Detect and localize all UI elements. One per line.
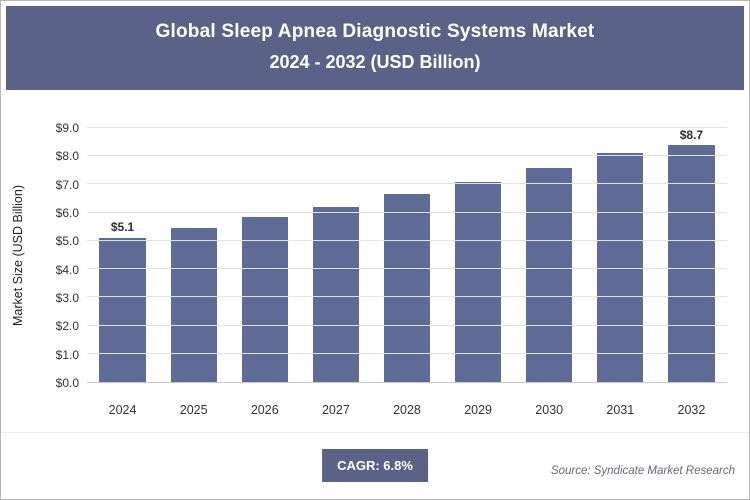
x-axis-ticks: 2024 2025 2026 2027 2028 2029 2030 2031 2032 bbox=[87, 403, 727, 417]
chart-title-line2: 2024 - 2032 (USD Billion) bbox=[269, 52, 481, 72]
bar-slot bbox=[229, 128, 300, 382]
y-tick-label: $3.0 bbox=[55, 291, 79, 305]
x-tick-label: 2026 bbox=[250, 403, 279, 417]
bar bbox=[312, 207, 359, 382]
x-tick-label: 2025 bbox=[179, 403, 208, 417]
bar-slot bbox=[514, 128, 585, 382]
bar-value-label: $5.1 bbox=[110, 220, 135, 235]
bar-slot bbox=[300, 128, 371, 382]
bar bbox=[668, 145, 715, 382]
y-tick-label: $4.0 bbox=[55, 262, 79, 277]
x-tick-label: 2032 bbox=[677, 403, 706, 417]
bar-slot: $5.1 bbox=[87, 128, 158, 382]
y-tick-label: $7.0 bbox=[55, 177, 79, 192]
y-tick-label: $1.0 bbox=[55, 347, 79, 362]
plot: $5.1 $8.7 bbox=[87, 127, 727, 383]
bar bbox=[241, 216, 288, 382]
bar bbox=[99, 238, 146, 382]
y-tick-label: $9.0 bbox=[55, 121, 79, 135]
bar-slot: $8.7 bbox=[656, 128, 727, 382]
cagr-badge: CAGR: 6.8% bbox=[322, 449, 428, 482]
gridline bbox=[87, 268, 727, 270]
gridline bbox=[87, 324, 727, 326]
gridline bbox=[87, 239, 727, 241]
x-tick-label: 2031 bbox=[606, 403, 635, 417]
x-tick-label: 2028 bbox=[393, 403, 421, 417]
bar-slot bbox=[371, 128, 442, 382]
chart-title-banner: Global Sleep Apnea Diagnostic Systems Ma… bbox=[6, 6, 744, 90]
x-tick-label: 2029 bbox=[464, 403, 492, 417]
bar bbox=[170, 228, 217, 382]
gridline bbox=[87, 352, 727, 354]
y-tick-label: $8.0 bbox=[55, 149, 79, 164]
bar-slot bbox=[158, 128, 229, 382]
bar bbox=[454, 181, 502, 382]
bar bbox=[597, 153, 644, 382]
gridline bbox=[87, 183, 727, 185]
bars: $5.1 $8.7 bbox=[87, 128, 727, 382]
y-tick-label: $5.0 bbox=[55, 234, 79, 249]
gridline bbox=[87, 155, 727, 157]
gridline bbox=[87, 127, 727, 128]
y-tick-label: $6.0 bbox=[55, 206, 79, 220]
y-tick-label: $2.0 bbox=[55, 319, 79, 334]
chart-title-line1: Global Sleep Apnea Diagnostic Systems Ma… bbox=[155, 21, 595, 42]
y-axis-ticks: $0.0 $1.0 $2.0 $3.0 $4.0 $5.0 $6.0 $7.0 $8.0 $9.0 bbox=[1, 121, 79, 390]
bar-value-label: $8.7 bbox=[679, 128, 704, 142]
gridline bbox=[87, 211, 727, 213]
chart-area: Market Size (USD Billion) $0.0 $1.0 $2.0 $3… bbox=[1, 96, 749, 431]
bar-slot bbox=[585, 128, 656, 382]
bar-slot bbox=[443, 128, 514, 382]
y-tick-label: $0.0 bbox=[55, 376, 79, 390]
footer-divider bbox=[1, 432, 749, 433]
gridline bbox=[87, 296, 727, 298]
x-tick-label: 2030 bbox=[535, 403, 564, 417]
source-note: Source: Syndicate Market Research bbox=[550, 465, 735, 477]
x-tick-label: 2027 bbox=[321, 403, 350, 417]
bar bbox=[383, 194, 431, 382]
x-tick-label: 2024 bbox=[108, 403, 137, 417]
bar bbox=[526, 167, 573, 382]
